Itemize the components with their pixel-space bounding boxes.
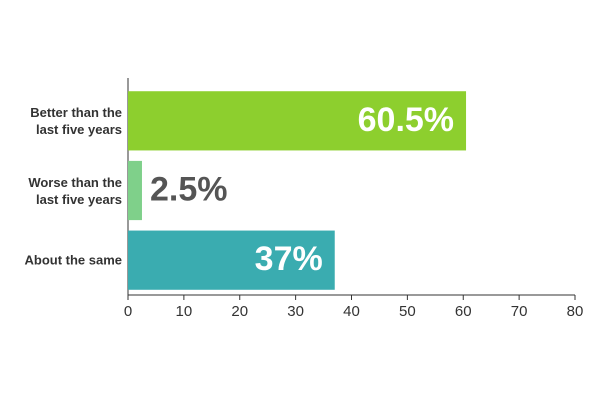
bar [128,230,335,290]
bar [128,160,142,221]
x-tick-label: 70 [511,303,528,320]
value-label: 60.5% [358,101,454,139]
x-tick-label: 30 [287,303,304,320]
x-tick-label: 40 [343,303,360,320]
category-label: Worse than the last five years [28,174,122,207]
x-tick-label: 60 [455,303,472,320]
x-tick-label: 80 [567,303,584,320]
category-label: Better than the last five years [30,104,122,137]
x-tick-label: 50 [399,303,416,320]
x-tick-label: 10 [176,303,193,320]
value-label: 2.5% [150,170,228,208]
x-tick-label: 0 [124,303,132,320]
x-tick-label: 20 [231,303,248,320]
bar [128,91,467,151]
value-label: 37% [255,240,323,278]
category-label: About the same [24,252,122,268]
